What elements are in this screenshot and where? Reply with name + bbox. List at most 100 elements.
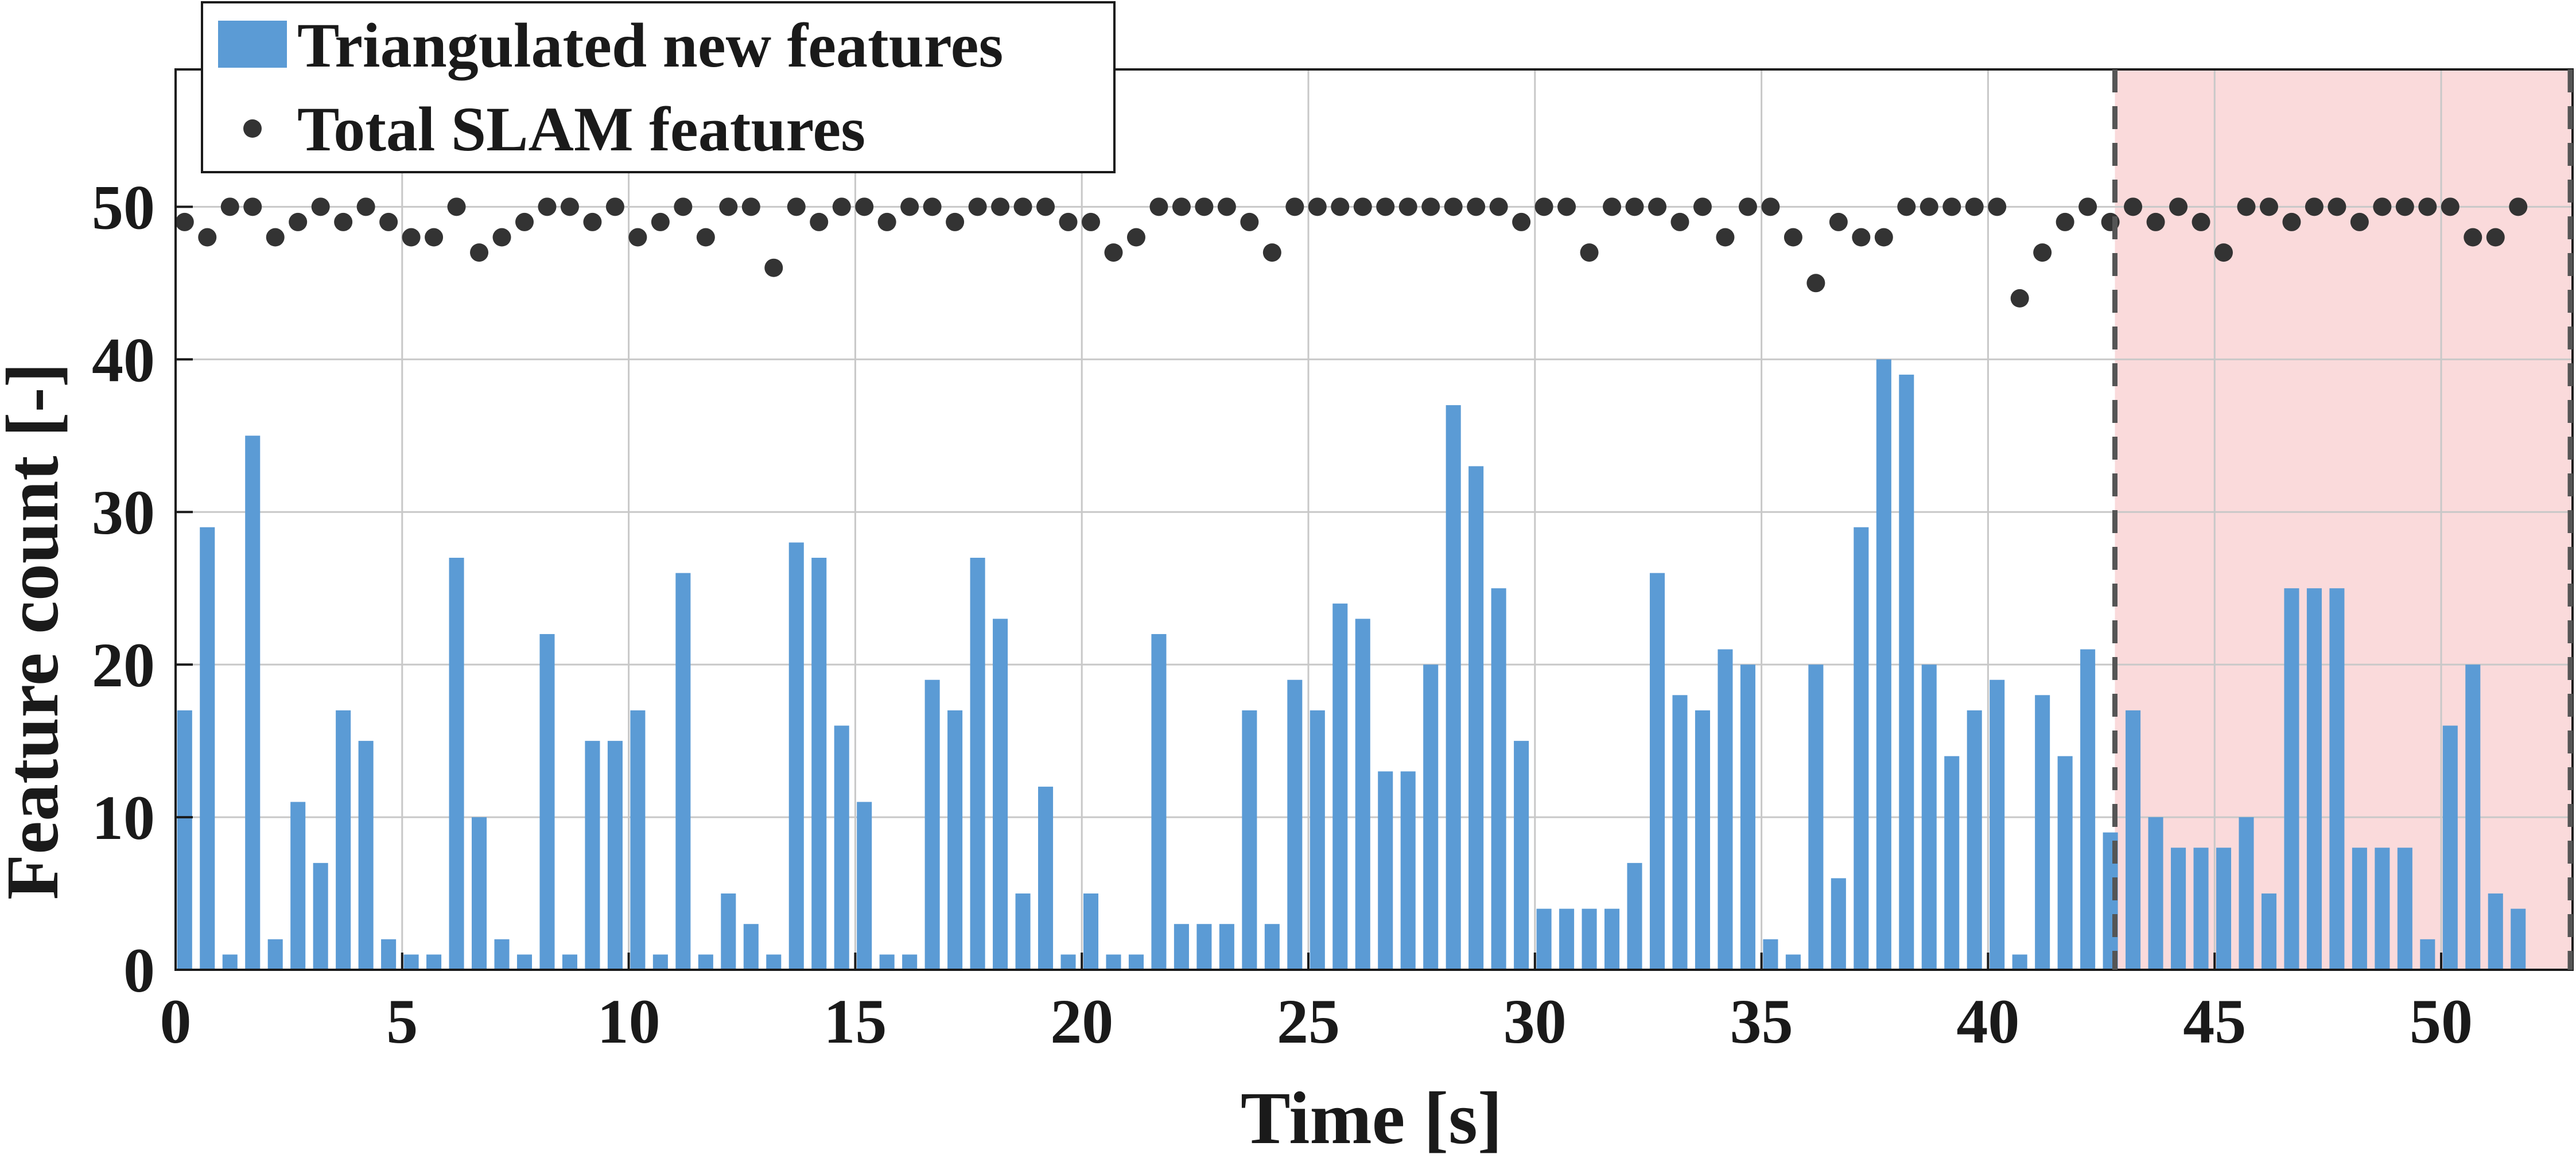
bar <box>472 817 487 970</box>
legend-swatch-dot <box>243 119 262 138</box>
data-point <box>583 212 602 231</box>
bar <box>902 954 918 970</box>
x-tick-label: 50 <box>2410 986 2473 1056</box>
data-point <box>2305 197 2324 216</box>
data-point <box>379 212 398 231</box>
legend-box <box>201 1 1116 173</box>
y-tick-label: 10 <box>92 783 155 853</box>
bar <box>698 954 713 970</box>
data-point <box>1376 197 1395 216</box>
data-point <box>651 212 670 231</box>
data-point <box>1580 243 1599 262</box>
data-point <box>334 212 353 231</box>
bar <box>403 954 419 970</box>
bar <box>1672 695 1688 970</box>
bar <box>1785 954 1801 970</box>
bar <box>1854 527 1869 970</box>
data-point <box>1262 243 1281 262</box>
bar <box>1627 862 1642 970</box>
data-point <box>1149 197 1168 216</box>
data-point <box>991 197 1010 216</box>
x-tick-labels: 0 5 10 15 20 25 30 35 40 45 50 <box>160 986 2473 1056</box>
bar <box>562 954 577 970</box>
bar <box>2375 848 2390 970</box>
data-point <box>764 258 783 277</box>
x-tick-label: 5 <box>386 986 418 1056</box>
bar <box>2397 848 2412 970</box>
data-point <box>266 228 285 247</box>
y-tick-label: 20 <box>92 630 155 700</box>
bar <box>2511 908 2526 970</box>
bar <box>358 741 374 970</box>
x-axis-title: Time [s] <box>1241 1077 1502 1158</box>
data-point <box>447 197 466 216</box>
bar <box>2035 695 2050 970</box>
bar <box>539 634 555 970</box>
data-point <box>220 197 239 216</box>
bar <box>2148 817 2163 970</box>
data-point <box>1874 228 1893 247</box>
bar <box>1514 741 1529 970</box>
data-point <box>1897 197 1916 216</box>
data-point <box>538 197 557 216</box>
data-point <box>1398 197 1417 216</box>
bar <box>1264 924 1280 970</box>
bar <box>2171 848 2186 970</box>
points-layer <box>175 197 2528 308</box>
data-point <box>402 228 421 247</box>
data-point <box>2214 243 2233 262</box>
bar <box>721 893 736 970</box>
y-tick-label: 30 <box>92 477 155 547</box>
data-point <box>628 228 647 247</box>
bar <box>1536 908 1552 970</box>
data-point <box>2056 212 2074 231</box>
bar <box>2329 588 2345 970</box>
bar <box>2126 710 2141 970</box>
bar <box>1038 786 1054 970</box>
data-point <box>470 243 489 262</box>
x-tick-label: 20 <box>1050 986 1113 1056</box>
data-point <box>2146 212 2165 231</box>
x-tick-label: 45 <box>2183 986 2246 1056</box>
data-point <box>1285 197 1304 216</box>
bar <box>1718 649 1733 970</box>
bar <box>1400 771 1416 970</box>
bar <box>1446 405 1461 970</box>
data-point <box>946 212 965 231</box>
data-point <box>1126 228 1145 247</box>
y-tick-label: 50 <box>92 172 155 242</box>
y-tick-label: 0 <box>123 935 155 1005</box>
bar <box>652 954 668 970</box>
bar <box>1491 588 1506 970</box>
data-point <box>2169 197 2188 216</box>
bar <box>2420 939 2435 970</box>
data-point <box>311 197 330 216</box>
data-point <box>1489 197 1508 216</box>
data-point <box>1534 197 1553 216</box>
bar <box>1921 665 1937 970</box>
data-point <box>560 197 579 216</box>
data-point <box>243 197 262 216</box>
bar <box>1582 908 1597 970</box>
data-point <box>1444 197 1463 216</box>
data-point <box>1716 228 1735 247</box>
bar <box>2442 725 2458 970</box>
bar <box>1944 756 1960 970</box>
bar <box>1242 710 1257 970</box>
data-point <box>1852 228 1871 247</box>
bar <box>1990 679 2005 970</box>
bar <box>924 679 940 970</box>
data-point <box>1648 197 1667 216</box>
bar <box>2239 817 2254 970</box>
bar <box>2306 588 2322 970</box>
x-tick-label: 40 <box>1956 986 2019 1056</box>
bar <box>1015 893 1031 970</box>
legend: Triangulated new features Total SLAM fea… <box>201 1 1116 173</box>
data-point <box>1172 197 1191 216</box>
plot-frame <box>174 68 2574 971</box>
data-point <box>855 197 874 216</box>
bars-layer <box>177 359 2526 970</box>
data-point <box>356 197 375 216</box>
x-tick-label: 30 <box>1503 986 1567 1056</box>
bar <box>1423 665 1439 970</box>
